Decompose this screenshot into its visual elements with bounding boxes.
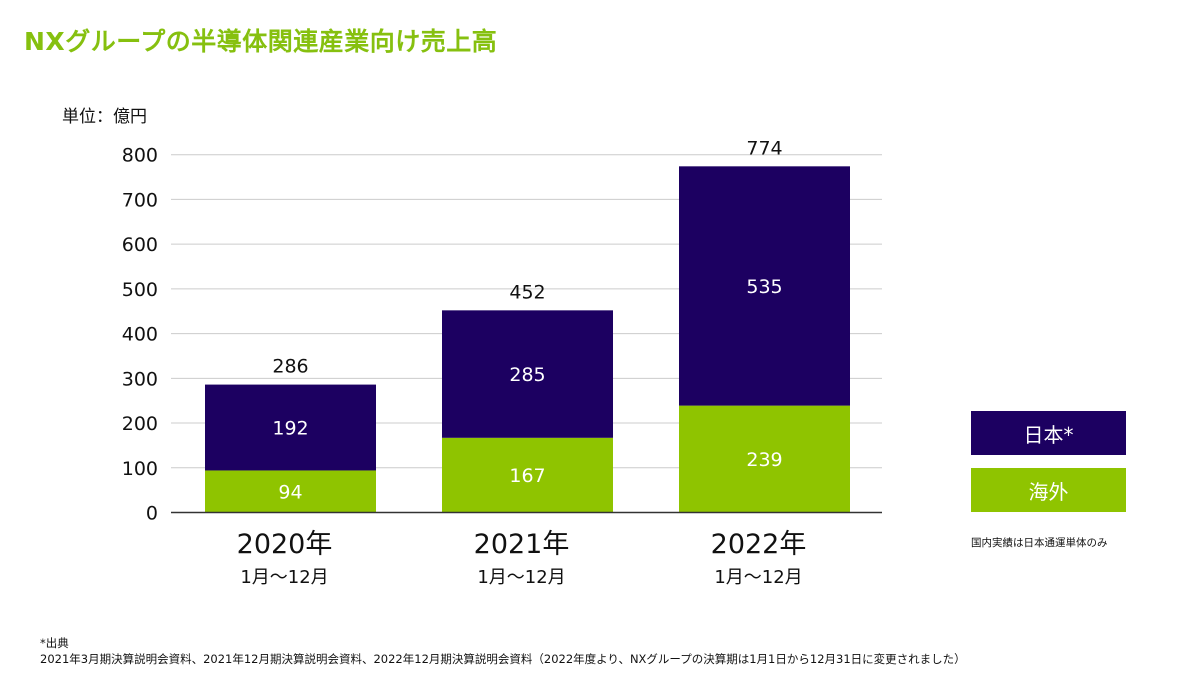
data-labels: 94 192 286 167 285 452 239 535 774 [272,137,782,503]
y-tick-label: 100 [122,458,158,480]
legend-label-overseas: 海外 [1028,479,1069,504]
y-tick-label: 500 [122,279,158,301]
bar-segment [442,437,613,513]
chart-title: NXグループの半導体関連産業向け売上高 [24,27,498,56]
bars [205,166,850,513]
x-tick-label-period: 1月～12月 [714,567,802,588]
total-value-label: 286 [272,356,308,378]
segment-value-label: 167 [509,465,545,487]
bar-segment [442,310,613,438]
total-value-label: 774 [746,137,782,159]
y-tick-label: 700 [122,189,158,211]
segment-value-label: 192 [272,418,308,440]
bar-segment [205,384,376,471]
y-tick-label: 800 [122,145,158,167]
y-tick-label: 0 [146,503,158,525]
footnote-text: 2021年3月期決算説明会資料、2021年12月期決算説明会資料、2022年12… [40,652,966,666]
x-tick-label-period: 1月～12月 [240,567,328,588]
y-tick-label: 300 [122,368,158,390]
x-axis-labels: 2020年 1月～12月 2021年 1月～12月 2022年 1月～12月 [237,529,807,588]
x-tick-label-year: 2022年 [711,529,807,560]
segment-value-label: 285 [509,364,545,386]
y-tick-label: 400 [122,324,158,346]
y-tick-label: 200 [122,413,158,435]
segment-value-label: 239 [746,449,782,471]
footnote-heading: *出典 [40,636,69,650]
unit-label: 単位：億円 [62,107,147,127]
bar-segment [679,405,850,513]
bar-segment [205,470,376,513]
bar-segment [679,166,850,406]
segment-value-label: 94 [278,481,302,503]
y-axis-ticks: 0 100 200 300 400 500 600 700 800 [122,145,158,525]
footnote: *出典 2021年3月期決算説明会資料、2021年12月期決算説明会資料、202… [40,635,966,667]
legend-item-overseas: 海外 [971,468,1126,512]
legend-note: 国内実績は日本通運単体のみ [971,537,1108,549]
segment-value-label: 535 [746,276,782,298]
x-tick-label-period: 1月～12月 [477,567,565,588]
legend-item-japan: 日本* [971,411,1126,455]
total-value-label: 452 [509,281,545,303]
y-tick-label: 600 [122,234,158,256]
x-tick-label-year: 2020年 [237,529,333,560]
x-tick-label-year: 2021年 [474,529,570,560]
legend-label-japan: 日本* [1023,422,1074,447]
